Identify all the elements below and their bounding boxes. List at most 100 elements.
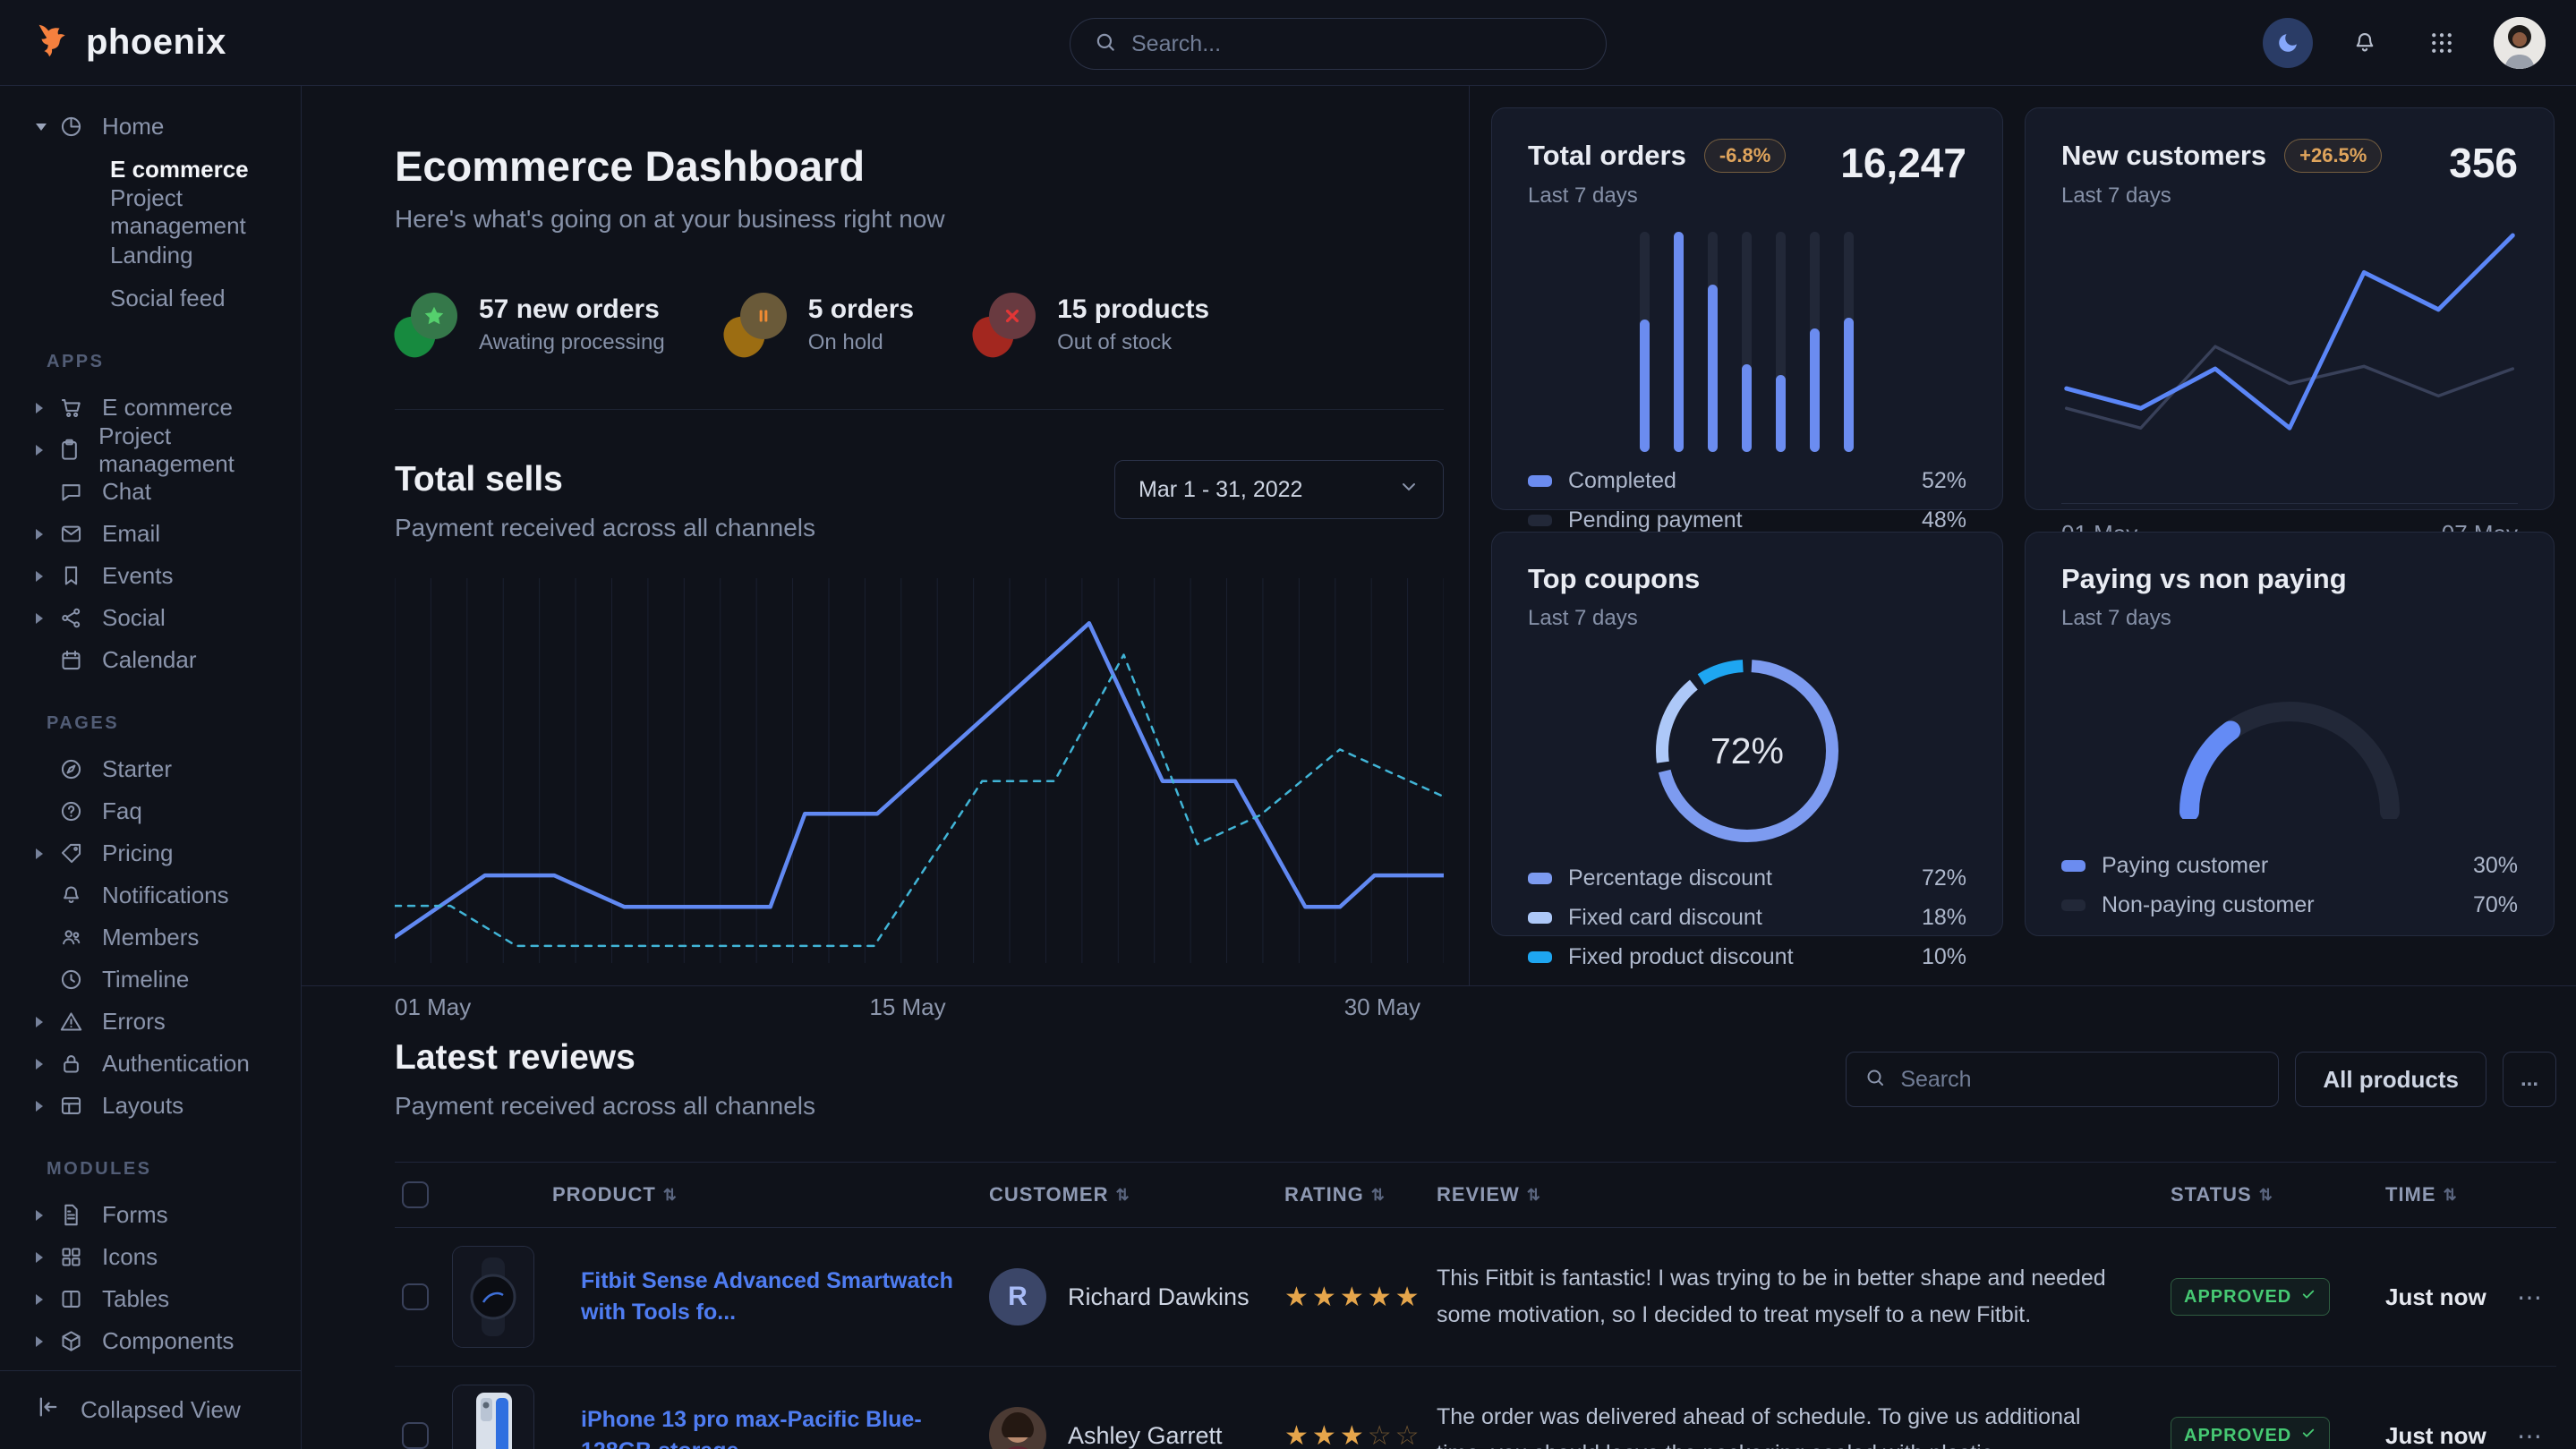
product-link[interactable]: iPhone 13 pro max-Pacific Blue-128GB sto… xyxy=(568,1404,989,1449)
sidebar-item-timeline[interactable]: Timeline xyxy=(0,959,301,1001)
caret-right-icon xyxy=(36,1101,59,1112)
sidebar-item-social[interactable]: Social xyxy=(0,597,301,639)
row-actions-button[interactable]: ⋯ xyxy=(2502,1421,2557,1449)
sidebar-subitem-project-management[interactable]: Project management xyxy=(0,191,301,234)
column-header-product[interactable]: PRODUCT⇅ xyxy=(452,1183,989,1206)
reviews-search[interactable] xyxy=(1846,1052,2279,1107)
sidebar-item-notifications[interactable]: Notifications xyxy=(0,874,301,916)
column-header-customer[interactable]: CUSTOMER⇅ xyxy=(989,1183,1284,1206)
select-all-checkbox[interactable] xyxy=(402,1181,429,1208)
mail-icon xyxy=(59,522,95,546)
date-range-select[interactable]: Mar 1 - 31, 2022 xyxy=(1114,460,1444,519)
sidebar-item-faq[interactable]: Faq xyxy=(0,790,301,832)
sidebar-item-label: Calendar xyxy=(102,646,197,674)
legend-swatch xyxy=(1528,515,1552,526)
sidebar-item-email[interactable]: Email xyxy=(0,513,301,555)
new-customers-value: 356 xyxy=(2449,139,2518,187)
total-orders-period: Last 7 days xyxy=(1528,183,1786,209)
paying-title: Paying vs non paying xyxy=(2061,563,2347,594)
total-orders-bar-chart xyxy=(1528,232,1966,452)
reviews-table: PRODUCT⇅CUSTOMER⇅RATING⇅REVIEW⇅STATUS⇅TI… xyxy=(395,1162,2556,1449)
customer-name: Richard Dawkins xyxy=(1068,1283,1250,1311)
date-range-value: Mar 1 - 31, 2022 xyxy=(1139,477,1302,503)
legend-value: 10% xyxy=(1922,944,1966,970)
sidebar-item-forms[interactable]: Forms xyxy=(0,1194,301,1236)
brand-logo[interactable]: phoenix xyxy=(30,20,226,65)
total-sells-chart xyxy=(395,578,1444,979)
users-icon xyxy=(59,925,95,950)
warning-icon xyxy=(59,1010,95,1034)
sidebar-item-components[interactable]: Components xyxy=(0,1320,301,1362)
legend-item-paying-customer: Paying customer 30% xyxy=(2061,846,2518,885)
customer-avatar xyxy=(989,1407,1046,1449)
stat-15-products: 15 productsOut of stock xyxy=(973,293,1209,357)
sidebar-nav: HomeE commerceProject managementLandingS… xyxy=(0,106,301,1370)
column-header-time[interactable]: TIME⇅ xyxy=(2385,1183,2502,1206)
sidebar-collapse-toggle[interactable]: Collapsed View xyxy=(0,1370,301,1449)
theme-toggle-moon-icon[interactable] xyxy=(2263,18,2313,68)
legend-label: Paying customer xyxy=(2102,853,2268,879)
sidebar-item-members[interactable]: Members xyxy=(0,916,301,959)
clipboard-icon xyxy=(57,438,91,462)
sidebar-subitem-landing[interactable]: Landing xyxy=(0,234,301,277)
legend-value: 52% xyxy=(1922,468,1966,494)
legend-value: 30% xyxy=(2473,853,2518,879)
sidebar-item-label: Starter xyxy=(102,755,172,783)
notifications-bell-icon[interactable] xyxy=(2340,18,2390,68)
sidebar-item-errors[interactable]: Errors xyxy=(0,1001,301,1043)
sidebar-subitem-social-feed[interactable]: Social feed xyxy=(0,277,301,320)
user-avatar[interactable] xyxy=(2494,17,2546,69)
sidebar-item-pricing[interactable]: Pricing xyxy=(0,832,301,874)
pause-blob-icon xyxy=(724,293,787,357)
sidebar-item-tables[interactable]: Tables xyxy=(0,1278,301,1320)
search-icon xyxy=(1864,1067,1886,1093)
column-header-label: REVIEW xyxy=(1437,1183,1520,1206)
sidebar-item-calendar[interactable]: Calendar xyxy=(0,639,301,681)
reviews-search-input[interactable] xyxy=(1900,1067,2260,1093)
row-checkbox[interactable] xyxy=(402,1422,429,1449)
stat-5-orders: 5 ordersOn hold xyxy=(724,293,914,357)
new-customers-card: New customers +26.5% Last 7 days 356 01 … xyxy=(2025,107,2555,510)
all-products-button[interactable]: All products xyxy=(2295,1052,2486,1107)
top-coupons-donut-chart: 72% xyxy=(1647,651,1847,851)
reviews-subtitle: Payment received across all channels xyxy=(395,1092,815,1121)
global-search[interactable] xyxy=(1070,18,1607,70)
sidebar-item-starter[interactable]: Starter xyxy=(0,748,301,790)
column-header-rating[interactable]: RATING⇅ xyxy=(1284,1183,1437,1206)
page-title: Ecommerce Dashboard xyxy=(395,141,1444,191)
legend-swatch xyxy=(1528,951,1552,963)
status-cell: APPROVED xyxy=(2171,1417,2385,1449)
reviews-more-button[interactable]: ... xyxy=(2503,1052,2556,1107)
row-actions-button[interactable]: ⋯ xyxy=(2502,1283,2557,1312)
order-stats-row: 57 new ordersAwating processing5 ordersO… xyxy=(395,293,1444,357)
column-header-status[interactable]: STATUS⇅ xyxy=(2171,1183,2385,1206)
sidebar-item-label: Layouts xyxy=(102,1092,183,1120)
sort-icon: ⇅ xyxy=(2259,1186,2273,1205)
sidebar-item-icons[interactable]: Icons xyxy=(0,1236,301,1278)
sidebar-item-events[interactable]: Events xyxy=(0,555,301,597)
sidebar-item-label: Project management xyxy=(98,422,301,478)
column-header-label: CUSTOMER xyxy=(989,1183,1109,1206)
legend-item-percentage-discount: Percentage discount72% xyxy=(1528,858,1966,898)
sidebar-group-label-pages: PAGES xyxy=(0,681,301,748)
chat-icon xyxy=(59,480,95,504)
row-checkbox[interactable] xyxy=(402,1283,429,1310)
caret-right-icon xyxy=(36,445,57,456)
total-orders-title: Total orders xyxy=(1528,140,1686,172)
sidebar-item-home[interactable]: Home xyxy=(0,106,301,148)
caret-right-icon xyxy=(36,848,59,859)
legend-swatch xyxy=(1528,873,1552,884)
caret-right-icon xyxy=(36,571,59,582)
stat-text: 15 productsOut of stock xyxy=(1057,294,1209,355)
product-link[interactable]: Fitbit Sense Advanced Smartwatch with To… xyxy=(568,1266,989,1328)
total-sells-header: Total sells Payment received across all … xyxy=(395,460,1444,542)
column-header-review[interactable]: REVIEW⇅ xyxy=(1437,1183,2171,1206)
global-search-input[interactable] xyxy=(1131,31,1582,57)
sidebar-item-project-management[interactable]: Project management xyxy=(0,429,301,471)
apps-grid-icon[interactable] xyxy=(2417,18,2467,68)
collapse-left-icon xyxy=(36,1394,61,1426)
app-root: phoenix xyxy=(0,0,2576,1449)
stat-subtitle: Awating processing xyxy=(479,330,665,355)
sidebar-item-layouts[interactable]: Layouts xyxy=(0,1085,301,1127)
sidebar-item-authentication[interactable]: Authentication xyxy=(0,1043,301,1085)
